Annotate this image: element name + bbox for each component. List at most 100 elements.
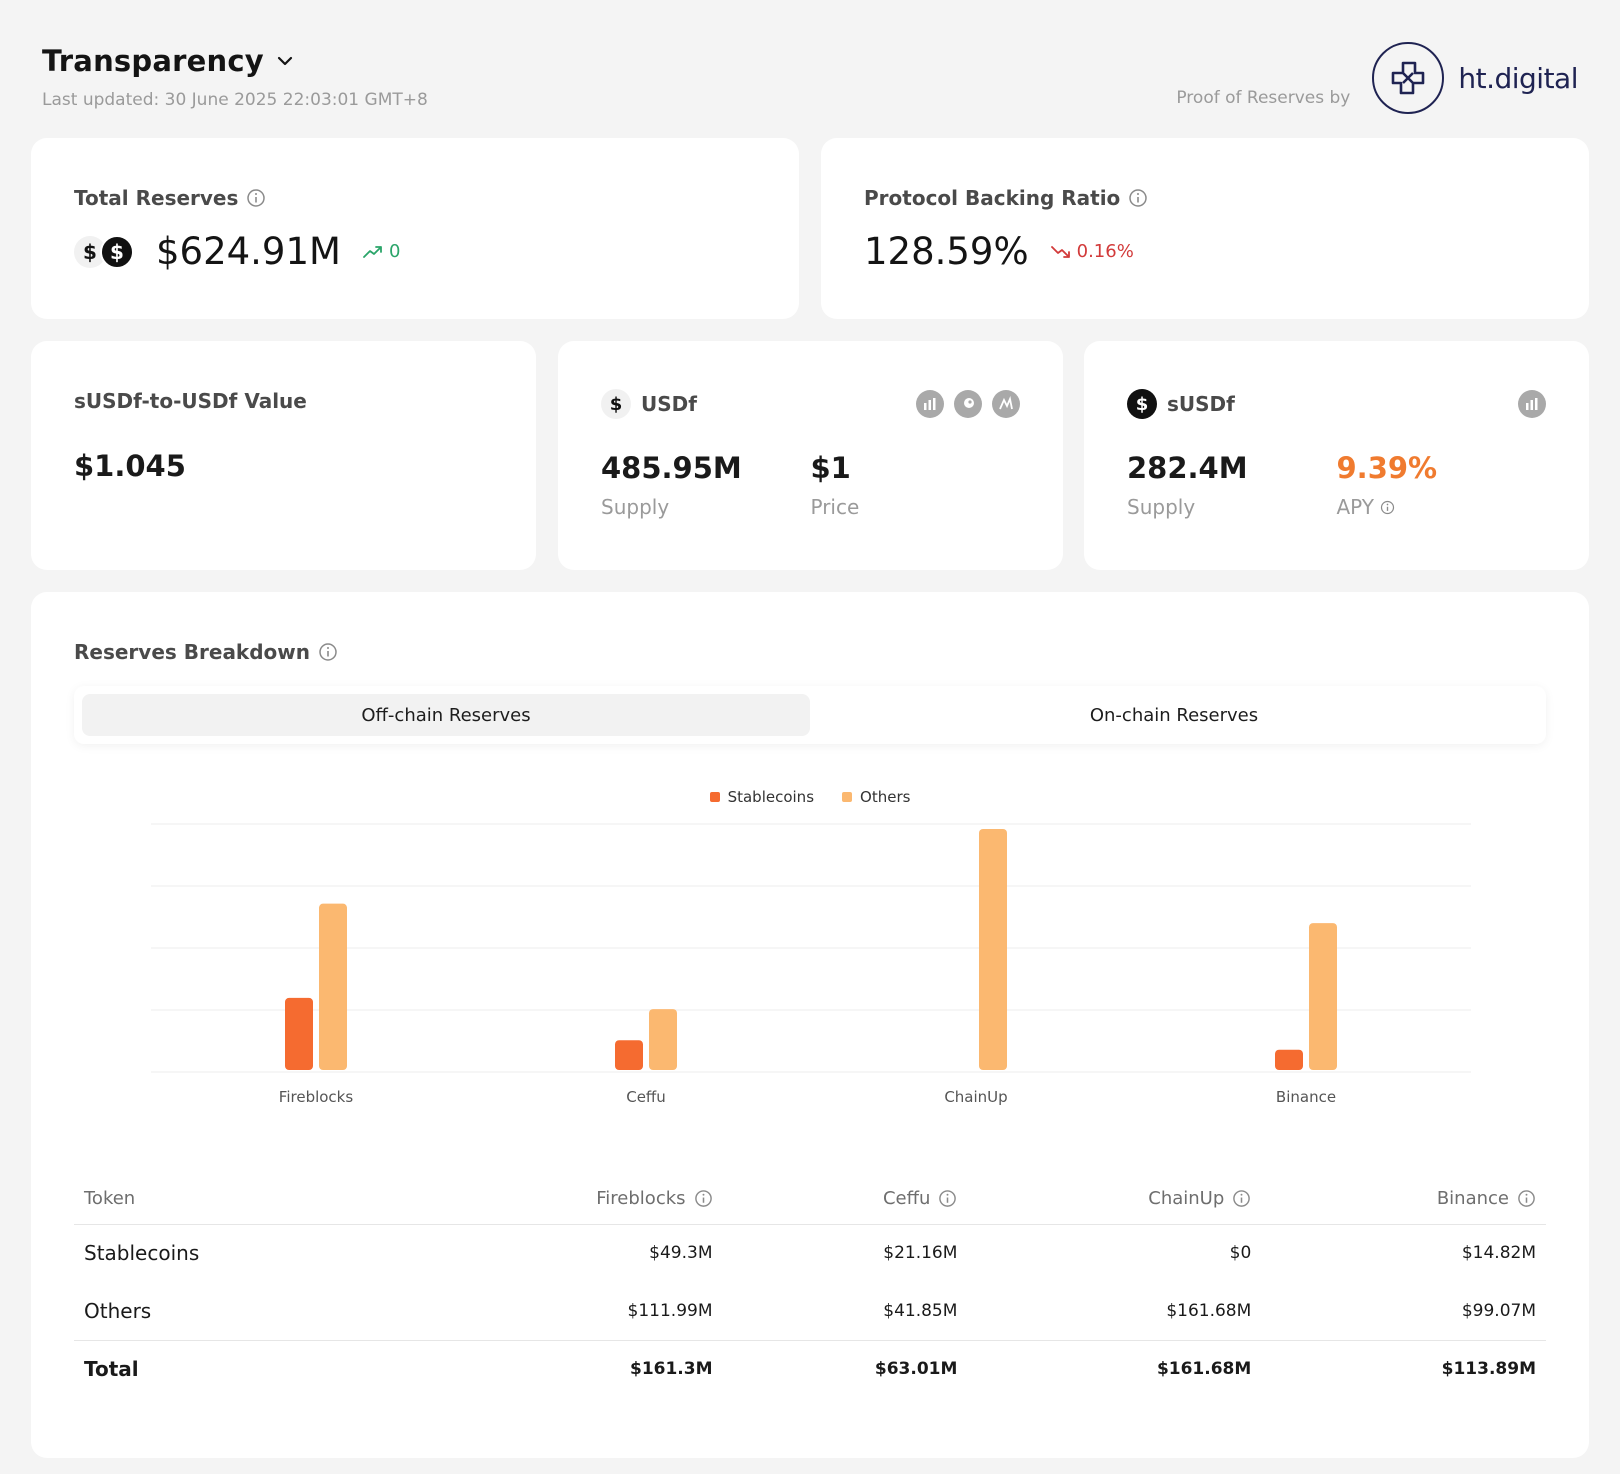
susdf-value: $1.045 [74,449,186,483]
header-label: Binance [1436,1188,1509,1210]
table-row: Stablecoins $49.3M $21.16M $0 $14.82M [74,1224,1546,1282]
header-label: Ceffu [882,1188,931,1210]
usdf-supply-value: 485.95M [601,451,742,485]
tab-off-chain[interactable]: Off-chain Reserves [82,694,810,736]
info-icon[interactable] [938,1189,957,1208]
table-cell: $161.3M [397,1339,723,1398]
table-cell: $99.07M [1461,1300,1536,1321]
total-reserves-label: Total Reserves [74,186,239,210]
susdf-supply-value: 282.4M [1127,451,1248,485]
usdf-price-value: $1 [810,451,851,485]
info-icon[interactable] [1517,1189,1536,1208]
info-icon[interactable] [1380,500,1395,515]
legend-label: Others [860,788,911,806]
bar-stablecoins-binance[interactable] [1275,1049,1303,1070]
x-tick-label: Fireblocks [279,1088,354,1106]
table-cell: $161.68M [1166,1300,1252,1321]
legend-item-stablecoins[interactable]: Stablecoins [709,788,815,806]
info-icon[interactable] [1128,188,1148,208]
total-reserves-value: $624.91M [156,230,341,273]
info-icon[interactable] [1232,1189,1251,1208]
delta-value: 0 [388,241,401,262]
coinmarketcap-icon[interactable] [1518,390,1546,418]
table-cell: $21.16M [883,1243,958,1264]
logo-text: ht.digital [1458,61,1578,95]
reserves-bar-chart: Fireblocks Ceffu ChainUp Binance [151,823,1471,1106]
header-label: Fireblocks [596,1188,686,1210]
legend-label: Stablecoins [727,788,815,806]
susdf-card: $ sUSDf 282.4M Supply 9.39% APY [1084,341,1589,570]
coinmarketcap-icon[interactable] [916,390,944,418]
coingecko-icon[interactable] [954,390,982,418]
info-icon[interactable] [694,1189,713,1208]
table-cell: Others [84,1298,152,1323]
table-cell: Stablecoins [84,1241,200,1266]
table-header-binance: Binance [1261,1174,1546,1225]
backing-ratio-value: 128.59% [864,230,1029,273]
susdf-value-card: sUSDf-to-USDf Value $1.045 [31,341,536,570]
page-title: Transparency [42,44,264,78]
tab-on-chain[interactable]: On-chain Reserves [1089,704,1259,726]
x-tick-label: Ceffu [626,1088,666,1106]
title-dropdown[interactable]: Transparency [42,44,428,78]
bar-stablecoins-fireblocks[interactable] [285,997,313,1070]
usdf-coin-icon: $ [74,235,106,268]
table-header-token: Token [74,1174,398,1225]
susdf-apy-value: 9.39% [1336,451,1438,485]
table-cell: Total [74,1339,398,1398]
chart-legend: Stablecoins Others [74,788,1546,806]
usdf-coin-icon: $ [601,389,631,419]
reserves-table: Token Fireblocks Ceffu ChainUp Binance Stabl… [74,1174,1546,1398]
total-reserves-delta: 0 [363,241,400,262]
info-icon[interactable] [246,188,266,208]
bar-others-binance[interactable] [1309,923,1337,1070]
bar-stablecoins-ceffu[interactable] [615,1040,643,1070]
usdf-name: USDf [641,392,697,416]
susdf-supply-label: Supply [1127,495,1196,519]
defillama-icon[interactable] [992,390,1020,418]
por-label: Proof of Reserves by [1176,88,1351,108]
usdf-price-label: Price [810,495,860,519]
legend-item-others[interactable]: Others [842,788,910,806]
apy-label-text: APY [1336,495,1375,519]
total-reserves-card: Total Reserves $ $ $624.91M 0 [31,138,799,319]
usdf-card: $ USDf 485.95M Supply $1 Price [558,341,1063,570]
table-cell: $113.89M [1261,1339,1546,1398]
table-cell: $0 [1229,1243,1252,1264]
page-header: Transparency Last updated: 30 June 2025 … [42,44,428,110]
table-cell: $63.01M [722,1339,968,1398]
reserves-breakdown-card: Reserves Breakdown Off-chain Reserves On… [31,592,1589,1458]
trend-down-icon [1050,245,1070,258]
table-row: Others $111.99M $41.85M $161.68M $99.07M [74,1282,1546,1340]
bar-others-ceffu[interactable] [649,1009,677,1070]
backing-ratio-card: Protocol Backing Ratio 128.59% 0.16% [821,138,1589,319]
x-tick-label: ChainUp [944,1088,1007,1106]
susdf-name: sUSDf [1167,392,1235,416]
bar-others-fireblocks[interactable] [319,903,347,1070]
x-tick-label: Binance [1276,1088,1336,1106]
chevron-down-icon[interactable] [276,52,294,70]
bar-others-chainup[interactable] [979,828,1007,1070]
delta-value: 0.16% [1076,241,1134,262]
legend-swatch [709,792,720,802]
ht-digital-logo-icon[interactable] [1372,42,1445,114]
proof-of-reserves: Proof of Reserves by ht.digital [1176,42,1578,114]
backing-ratio-label: Protocol Backing Ratio [864,186,1121,210]
table-cell: $111.99M [627,1300,713,1321]
table-cell: $49.3M [649,1243,713,1264]
table-cell: $14.82M [1461,1243,1536,1264]
breakdown-label: Reserves Breakdown [74,640,311,664]
susdf-coin-icon: $ [1127,389,1157,419]
table-header-ceffu: Ceffu [722,1174,968,1225]
token-coins: $ $ [74,234,134,269]
table-header-chainup: ChainUp [967,1174,1262,1225]
header-label: ChainUp [1148,1188,1225,1210]
table-header-row: Token Fireblocks Ceffu ChainUp Binance [74,1174,1546,1225]
reserves-tabs: Off-chain Reserves On-chain Reserves [74,686,1546,744]
susdf-coin-icon: $ [100,234,134,269]
last-updated: Last updated: 30 June 2025 22:03:01 GMT+… [42,90,428,110]
table-cell: $41.85M [883,1300,958,1321]
info-icon[interactable] [318,642,338,662]
legend-swatch [842,792,853,802]
table-header-fireblocks: Fireblocks [397,1174,723,1225]
